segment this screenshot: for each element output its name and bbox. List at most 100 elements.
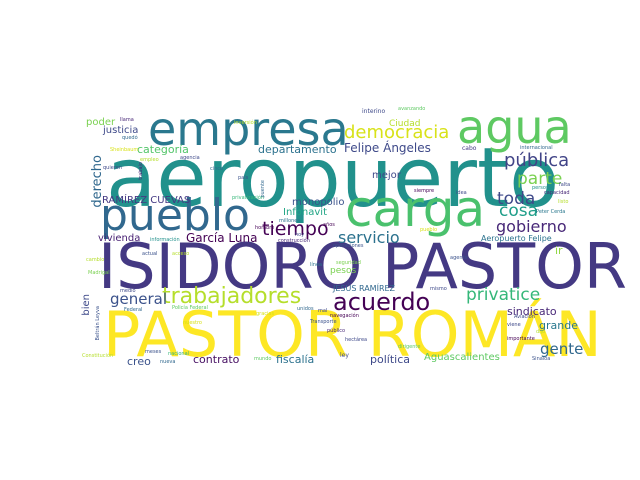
word-pastor-roman: PASTOR ROMÁN: [103, 298, 602, 371]
word-federal: Federal: [124, 307, 143, 313]
word-contrato: contrato: [193, 353, 240, 366]
word-trabajadores: trabajadores: [162, 284, 302, 309]
word-toda: toda: [497, 189, 536, 209]
word-aeropuerto-felipe: Aeropuerto Felipe: [481, 234, 552, 243]
word-acceso: acceso: [172, 251, 190, 257]
word-hectarea: hectárea: [345, 337, 368, 343]
word-dirigente: dirigente: [398, 344, 421, 350]
word-meses: meses: [145, 349, 162, 355]
word-actual: actual: [142, 251, 158, 257]
word-jesus-ramirez: JESÚS RAMÍREZ: [333, 284, 396, 293]
word-aviacion: Aviación: [514, 314, 535, 320]
word-madrigal: Madrigal: [88, 270, 110, 276]
word-unidos: unidos: [297, 306, 314, 312]
word-operaciones: operaciones: [333, 243, 364, 249]
word-quieren: quieren: [103, 165, 122, 171]
word-parte: parte: [517, 169, 563, 189]
word-ir: ir: [555, 244, 563, 257]
word-garcia-luna: García Luna: [186, 231, 258, 245]
word-viene: viene: [507, 322, 521, 328]
word-isidoro-pastor: ISIDORO PASTOR: [98, 230, 627, 303]
word-sindicato: sindicato: [507, 305, 557, 318]
word-gobierno: gobierno: [496, 217, 567, 236]
word-falta: falta: [559, 182, 571, 188]
word-empresa: empresa: [148, 102, 349, 156]
word-categoria: categoría: [137, 143, 189, 156]
word-nuestro: nuestro: [183, 320, 202, 326]
word-aeropuerto: aeropuerto: [106, 131, 560, 226]
word-importante: importante: [507, 336, 535, 342]
word-empleo: empleo: [140, 157, 159, 163]
word-construccion: construcción: [278, 238, 310, 244]
word-monopolio: monopolio: [292, 197, 345, 208]
word-puente: puente: [260, 180, 266, 198]
word-infonavit: Infonavit: [283, 207, 328, 218]
word-millones: millones: [279, 218, 300, 224]
word-agua: agua: [457, 100, 572, 154]
word-informacion: información: [150, 237, 180, 243]
word-policia-federal: Policía Federal: [172, 305, 208, 311]
word-medio: medio: [120, 288, 136, 294]
word-idea: idea: [456, 190, 467, 196]
word-cinco: cinco: [210, 166, 224, 172]
word-pais: país: [238, 175, 249, 181]
word-mal: mal: [318, 308, 328, 314]
word-sheinbaum: Sheinbaum: [110, 147, 139, 153]
word-agencia: agencia: [180, 155, 200, 161]
word-ley: ley: [340, 352, 349, 359]
word-ciudad: Ciudad: [389, 119, 421, 129]
word-gente: gente: [540, 340, 584, 358]
word-nacional: nacional: [168, 351, 190, 357]
word-siempre: siempre: [414, 188, 435, 194]
word-sinaloa: Sinaloa: [532, 356, 551, 362]
word-cambio: cambio: [86, 257, 105, 263]
word-vivienda: vivienda: [98, 233, 141, 244]
word-mejor: mejor: [372, 170, 401, 181]
word-politica: política: [370, 353, 410, 366]
word-quedo: quedó: [122, 135, 138, 141]
word-democracia: democracia: [344, 122, 450, 143]
word-anos: años: [323, 222, 335, 228]
word-ramirez-cuevas: RAMÍREZ CUEVAS: [102, 195, 191, 206]
word-privatice: privatice: [466, 285, 541, 305]
word-bien: bien: [81, 294, 92, 316]
word-peter-cerda: Peter Cerda: [536, 209, 566, 215]
word-avanzando: avanzando: [398, 106, 426, 112]
word-mundo: mundo: [254, 356, 272, 362]
word-linea: línea: [310, 262, 323, 268]
word-capacidad: capacidad: [544, 190, 570, 196]
word-grande: grande: [539, 319, 578, 332]
word-creo: creo: [127, 355, 151, 368]
word-poder: poder: [86, 117, 116, 128]
word-internacional: internacional: [520, 145, 553, 151]
word-hoy: hoy: [295, 232, 305, 238]
word-trabajo: trabajo: [138, 162, 144, 180]
word-tiempo: tiempo: [262, 218, 329, 240]
word-hombre: hombre: [255, 225, 275, 231]
word-listo: listo: [558, 199, 569, 205]
word-dijo: dijo: [536, 329, 546, 335]
word-cabo: cabo: [462, 145, 477, 152]
word-general: general: [110, 290, 168, 308]
word-privatizacion: privatización: [232, 195, 265, 201]
word-transporte: Transporte: [310, 319, 337, 325]
word-servicio: servicio: [338, 228, 400, 247]
word-constitucion: Constitución: [82, 353, 114, 359]
word-pueblo-small: pueblo: [420, 227, 438, 233]
word-publica: pública: [504, 150, 570, 171]
word-seguridad: seguridad: [336, 260, 361, 266]
word-gracias: gracias: [256, 311, 275, 317]
word-beltran-leyva: Beltrán Leyva: [95, 306, 101, 341]
word-nueva: nueva: [160, 359, 176, 365]
word-justicia: justicia: [103, 125, 139, 136]
word-publico: público: [327, 328, 346, 334]
word-interino: interino: [362, 108, 386, 115]
word-agente: agente: [450, 255, 468, 261]
word-pueblo: pueblo: [100, 190, 250, 241]
word-cosa: cosa: [499, 201, 539, 221]
word-fiscalia: fiscalía: [276, 353, 315, 366]
word-pesos: pesos: [330, 266, 357, 276]
word-navegacion: navegación: [330, 313, 359, 319]
word-mismo: mismo: [430, 286, 447, 292]
